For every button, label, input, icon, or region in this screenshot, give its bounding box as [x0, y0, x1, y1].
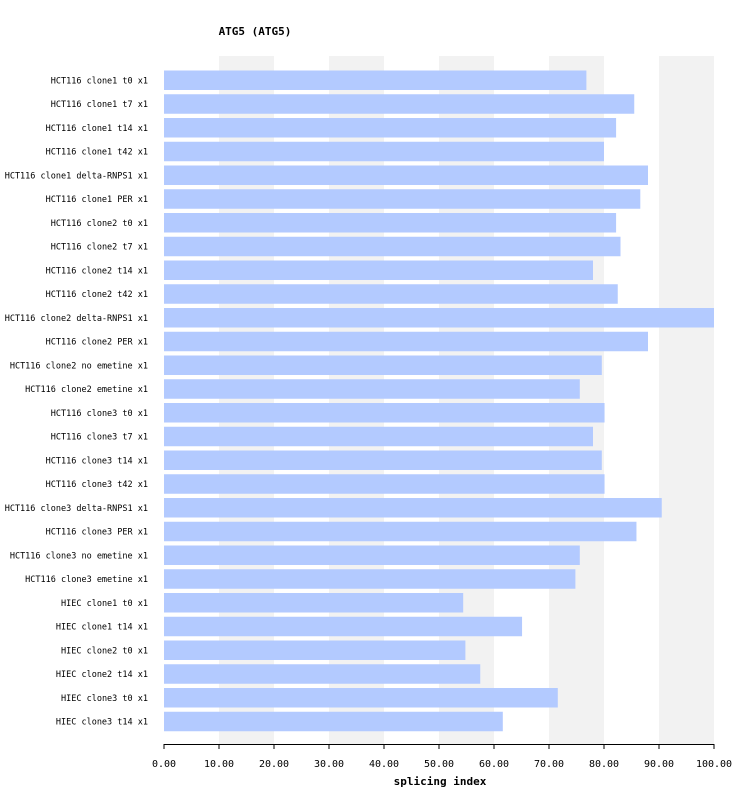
chart-title: ATG5 (ATG5) — [219, 25, 292, 38]
bar — [164, 141, 604, 162]
bar — [164, 260, 593, 280]
category-label: HCT116 clone3 t0 x1 — [51, 409, 148, 419]
category-label: HCT116 clone2 delta-RNPS1 x1 — [5, 314, 148, 324]
bar — [164, 593, 464, 613]
x-tick-label: 10.00 — [204, 759, 234, 770]
bar — [164, 118, 617, 138]
bar — [164, 213, 617, 233]
x-tick-label: 30.00 — [314, 759, 344, 770]
x-tick-label: 0.00 — [152, 759, 176, 770]
bar — [164, 379, 580, 399]
category-label: HCT116 clone2 t7 x1 — [51, 243, 148, 253]
bar — [164, 236, 621, 257]
x-tick-label: 40.00 — [369, 759, 399, 770]
x-axis: 0.00 10.00 20.00 30.00 40.00 50.00 60.00 70.00 8… — [152, 744, 732, 770]
category-label: HIEC clone2 t14 x1 — [56, 670, 148, 680]
bar — [164, 308, 714, 328]
category-label: HCT116 clone2 no emetine x1 — [10, 361, 148, 371]
bar — [164, 426, 593, 447]
bar — [164, 94, 635, 114]
category-label: HCT116 clone3 t14 x1 — [46, 456, 148, 466]
category-label: HCT116 clone2 t14 x1 — [46, 266, 148, 276]
bar — [164, 688, 558, 708]
x-tick-label: 70.00 — [534, 759, 564, 770]
bar — [164, 331, 648, 352]
grid-band — [659, 56, 714, 744]
category-label: HCT116 clone2 PER x1 — [46, 338, 148, 348]
x-tick-label: 60.00 — [479, 759, 509, 770]
category-label: HCT116 clone3 t42 x1 — [46, 480, 148, 490]
x-tick-label: 90.00 — [644, 759, 674, 770]
x-tick-label: 20.00 — [259, 759, 289, 770]
x-axis-title: splicing index — [394, 775, 487, 788]
category-label: HCT116 clone1 delta-RNPS1 x1 — [5, 171, 148, 181]
category-label: HCT116 clone3 t7 x1 — [51, 433, 148, 443]
category-label: HCT116 clone2 t0 x1 — [51, 219, 148, 229]
x-tick-label: 80.00 — [589, 759, 619, 770]
category-label: HIEC clone2 t0 x1 — [61, 646, 148, 656]
bar — [164, 70, 587, 90]
bar — [164, 165, 648, 185]
bar — [164, 616, 523, 637]
x-tick-label: 50.00 — [424, 759, 454, 770]
category-label: HCT116 clone1 t7 x1 — [51, 100, 148, 110]
bar — [164, 569, 576, 589]
category-labels: HCT116 clone1 t0 x1 HCT116 clone1 t7 x1 HC… — [5, 76, 148, 727]
category-label: HCT116 clone3 delta-RNPS1 x1 — [5, 504, 148, 514]
bar — [164, 189, 641, 209]
category-label: HCT116 clone2 emetine x1 — [25, 385, 148, 395]
category-label: HCT116 clone1 t0 x1 — [51, 76, 148, 86]
category-label: HCT116 clone2 t42 x1 — [46, 290, 148, 300]
bar — [164, 521, 637, 542]
bar — [164, 450, 602, 470]
bar — [164, 498, 662, 518]
category-label: HCT116 clone3 PER x1 — [46, 528, 148, 538]
bar — [164, 355, 602, 375]
category-label: HCT116 clone3 emetine x1 — [25, 575, 148, 585]
category-label: HCT116 clone1 PER x1 — [46, 195, 148, 205]
category-label: HIEC clone3 t0 x1 — [61, 694, 148, 704]
category-label: HIEC clone1 t0 x1 — [61, 599, 148, 609]
x-tick-label: 100.00 — [696, 759, 732, 770]
category-label: HIEC clone3 t14 x1 — [56, 718, 148, 728]
bar — [164, 545, 580, 565]
bar — [164, 664, 481, 684]
bars-group — [164, 70, 714, 732]
category-label: HIEC clone1 t14 x1 — [56, 623, 148, 633]
bar — [164, 711, 503, 732]
bar — [164, 284, 618, 304]
bar — [164, 640, 466, 660]
category-label: HCT116 clone1 t14 x1 — [46, 124, 148, 134]
bar — [164, 474, 605, 494]
bar — [164, 403, 605, 423]
category-label: HCT116 clone3 no emetine x1 — [10, 551, 148, 561]
category-label: HCT116 clone1 t42 x1 — [46, 148, 148, 158]
